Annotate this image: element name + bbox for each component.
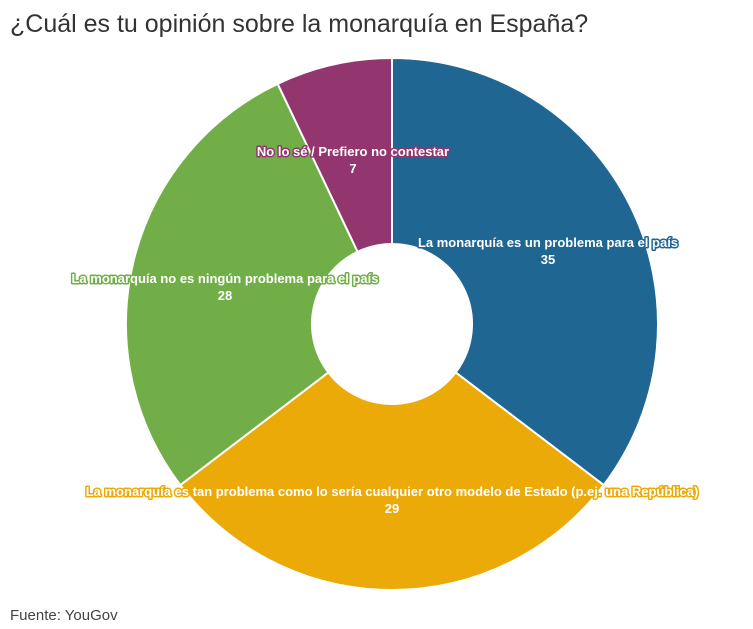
slice-label-la-monarquia-no-es-ningun-problema-para-: La monarquía no es ningún problema para … <box>71 271 378 286</box>
slice-la-monarquia-es-tan-problema-como-lo-ser <box>178 371 606 591</box>
source-note: Fuente: YouGov <box>10 607 118 624</box>
slice-label-la-monarquia-es-un-problema-para-el-pais: La monarquía es un problema para el país <box>418 235 678 250</box>
slice-value-la-monarquia-es-un-problema-para-el-pais: 35 <box>541 252 555 267</box>
slice-label-no-lo-se-prefiero-no-contestar: No lo sé / Prefiero no contestar <box>257 144 449 159</box>
slice-la-monarquia-no-es-ningun-problema-para- <box>125 82 359 487</box>
chart-title: ¿Cuál es tu opinión sobre la monarquía e… <box>10 10 589 38</box>
slice-value-la-monarquia-no-es-ningun-problema-para-: 28 <box>218 288 232 303</box>
slices-group <box>125 56 659 591</box>
slice-la-monarquia-es-un-problema-para-el-pais <box>391 56 659 487</box>
slice-no-lo-se-prefiero-no-contestar <box>276 56 393 254</box>
slice-value-no-lo-se-prefiero-no-contestar: 7 <box>349 161 356 176</box>
slice-label-la-monarquia-es-tan-problema-como-lo-ser: La monarquía es tan problema como lo ser… <box>86 484 699 499</box>
slice-value-la-monarquia-es-tan-problema-como-lo-ser: 29 <box>385 501 399 516</box>
labels-group: La monarquía es un problema para el país… <box>70 143 700 518</box>
